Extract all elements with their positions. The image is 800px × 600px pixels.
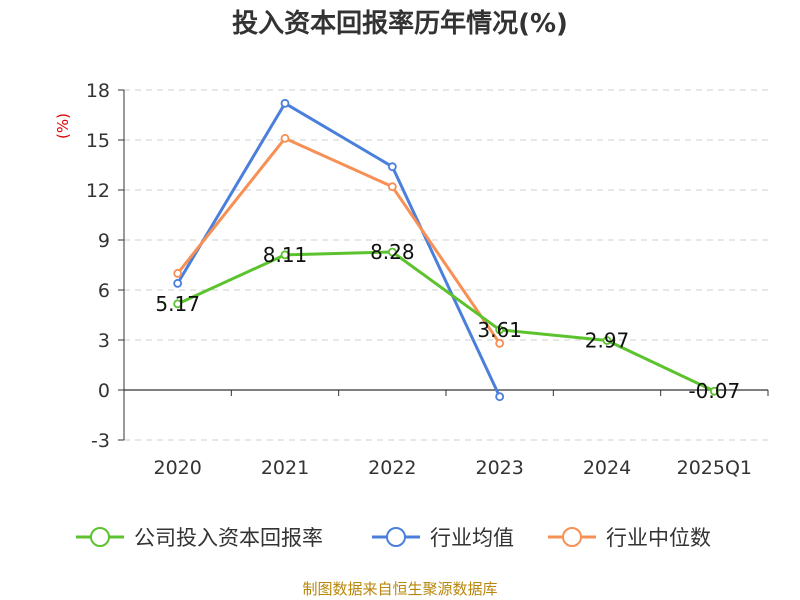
data-point <box>495 325 505 335</box>
chart-title: 投入资本回报率历年情况(%) <box>232 8 568 39</box>
data-point <box>387 247 397 257</box>
legend-label: 行业中位数 <box>606 526 711 550</box>
source-note: 制图数据来自恒生聚源数据库 <box>302 580 497 598</box>
x-tick-label: 2022 <box>368 457 416 479</box>
y-tick-label: 6 <box>98 280 110 302</box>
axes <box>118 89 769 441</box>
data-point <box>173 268 183 278</box>
series-line-2 <box>176 136 501 345</box>
data-point <box>387 162 397 172</box>
legend-item-0: 公司投入资本回报率 <box>76 526 323 550</box>
y-tick-label: 12 <box>86 180 110 202</box>
data-point <box>602 336 612 345</box>
y-tick-label: 9 <box>98 230 110 252</box>
data-point <box>495 338 505 348</box>
y-tick-label: 3 <box>98 330 110 352</box>
data-labels: 5.17 8.11 8.28 3.61 2.97 -0.07 <box>155 240 740 403</box>
y-tick-label: 18 <box>86 80 110 102</box>
y-tick-label: -3 <box>91 430 110 452</box>
data-point <box>280 250 290 260</box>
series-lines <box>173 98 719 402</box>
legend-label: 公司投入资本回报率 <box>134 526 323 550</box>
x-tick-label: 2025Q1 <box>677 457 752 479</box>
data-label: -0.07 <box>688 379 740 403</box>
y-tick-labels: -3 0 3 6 9 12 15 18 <box>86 80 110 452</box>
data-point <box>173 278 183 288</box>
legend-item-1: 行业均值 <box>372 526 514 550</box>
legend-item-2: 行业中位数 <box>548 526 711 550</box>
x-tick-labels: 2020 2021 2022 2023 2024 2025Q1 <box>153 457 752 479</box>
data-label: 3.61 <box>477 318 522 342</box>
data-point <box>387 182 397 192</box>
x-tick-label: 2024 <box>583 457 631 479</box>
legend-swatch-marker <box>90 527 110 547</box>
data-label: 5.17 <box>155 292 200 316</box>
data-point <box>173 299 183 309</box>
legend-swatch-marker <box>386 527 406 547</box>
legend-swatch-marker <box>562 527 582 547</box>
x-tick-label: 2023 <box>475 457 523 479</box>
legend-label: 行业均值 <box>430 526 514 550</box>
series-line-1 <box>176 101 502 398</box>
x-tick-label: 2021 <box>261 457 309 479</box>
data-point <box>280 98 290 108</box>
data-point <box>709 386 719 396</box>
data-point <box>280 133 290 143</box>
series-line-0 <box>177 250 715 393</box>
y-tick-label: 0 <box>98 380 110 402</box>
legend: 公司投入资本回报率 行业均值 行业中位数 <box>76 526 711 550</box>
y-axis-label: (%) <box>54 113 72 139</box>
x-tick-label: 2020 <box>153 457 201 479</box>
data-point <box>495 392 505 402</box>
data-label: 2.97 <box>585 329 630 353</box>
data-label: 8.11 <box>263 243 308 267</box>
data-label: 8.28 <box>370 240 415 264</box>
y-tick-label: 15 <box>86 130 110 152</box>
